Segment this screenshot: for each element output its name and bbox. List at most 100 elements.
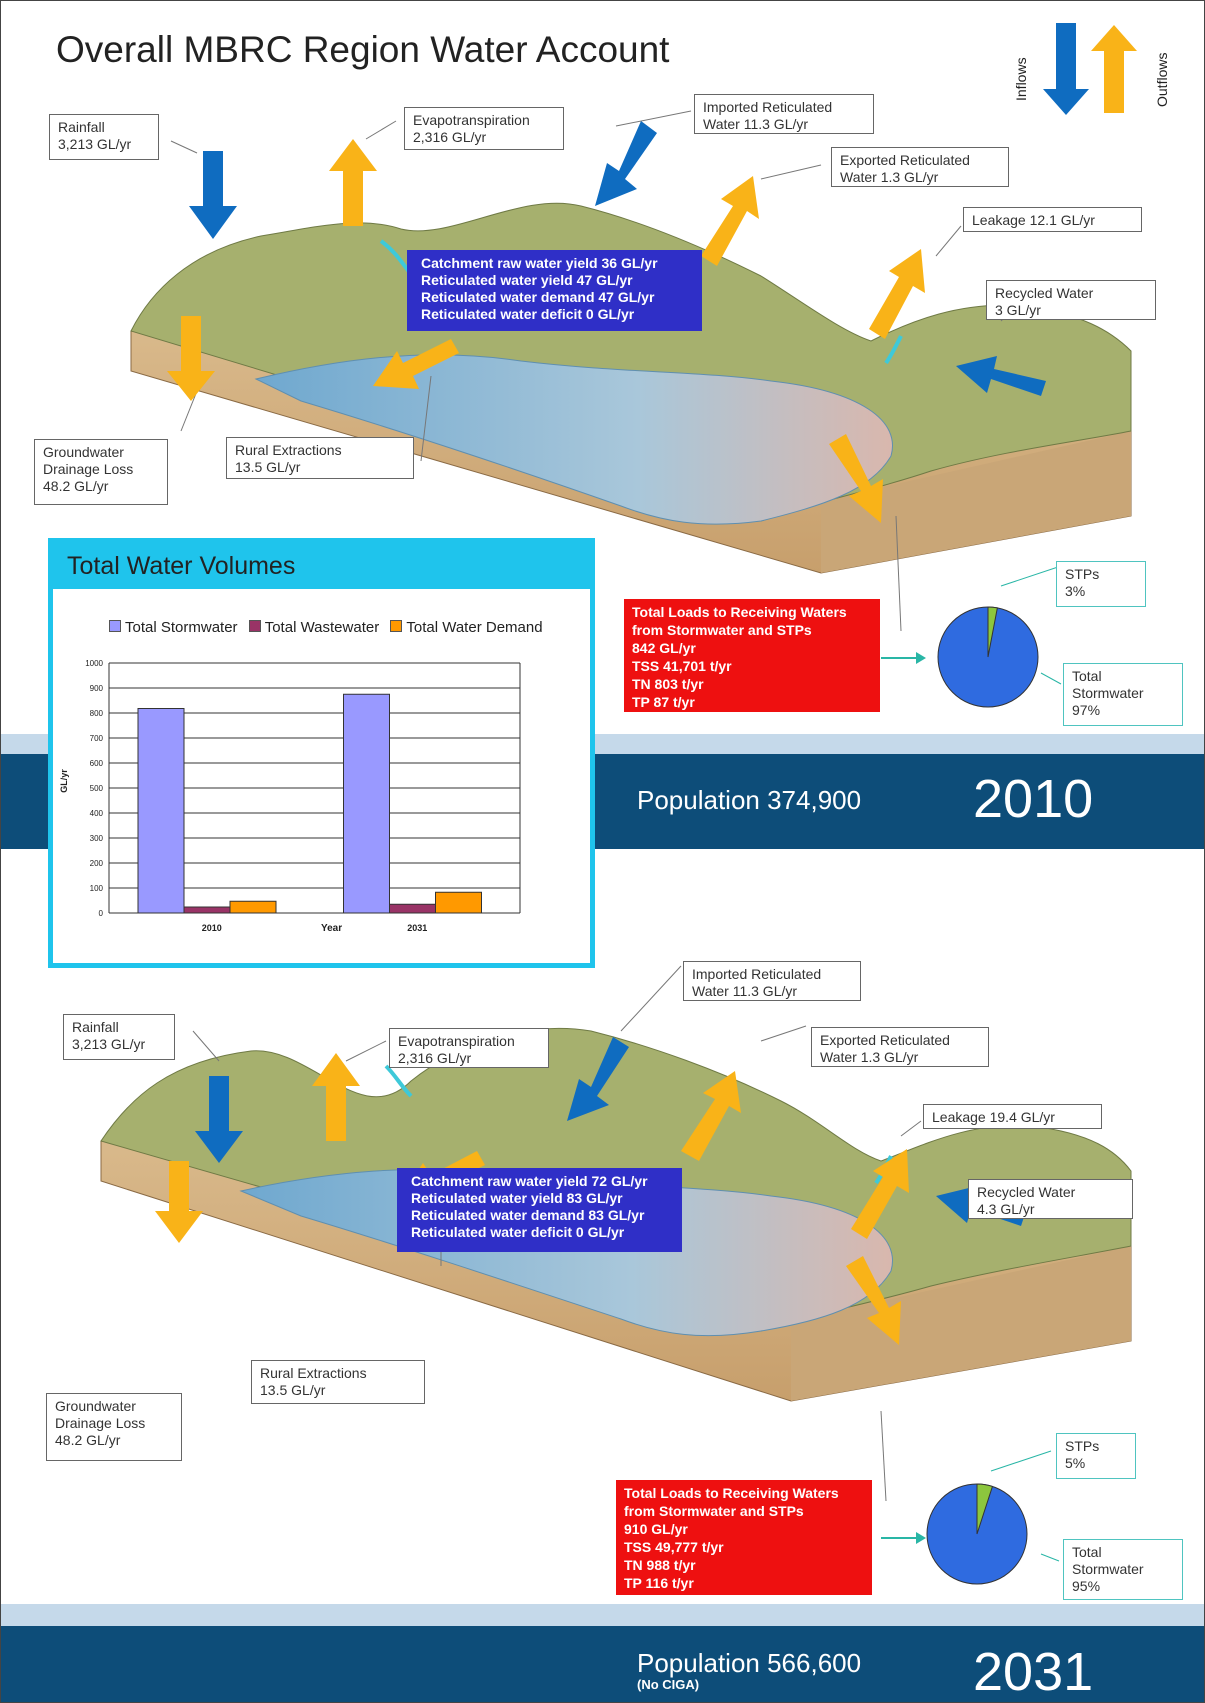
catchment-line: Reticulated water deficit 0 GL/yr — [421, 306, 635, 322]
bar-total-stormwater-2031 — [343, 693, 390, 914]
imported-2031-arrow-icon — [567, 1037, 629, 1121]
rural-extractions-label: Rural Extractions 13.5 GL/yr — [226, 437, 414, 479]
inflow-key-arrow-icon — [1043, 23, 1089, 115]
legend-item-wastewater: Total Wastewater — [264, 619, 380, 636]
evapotranspiration-2010-arrow-icon — [329, 139, 377, 226]
y-tick-label: 900 — [90, 684, 104, 693]
legend-item-stormwater: Total Stormwater — [125, 619, 238, 636]
imported-water-label: Imported Reticulated Water 11.3 GL/yr — [683, 961, 861, 1001]
legend-swatch-wastewater — [248, 620, 261, 632]
pie-stps-label: STPs 5% — [1056, 1433, 1136, 1479]
loads-line: Total Loads to Receiving Waters — [632, 604, 847, 620]
rainfall-label: Rainfall 3,213 GL/yr — [49, 114, 159, 160]
loads-2010-arrow-icon — [829, 434, 883, 523]
loads-line: TP 116 t/yr — [624, 1575, 694, 1591]
loads-2031-arrow-icon — [846, 1256, 901, 1345]
rural-extractions-label: Rural Extractions 13.5 GL/yr — [251, 1360, 425, 1404]
rural-2010-arrow-icon — [373, 339, 459, 389]
recycled-water-label: Recycled Water 3 GL/yr — [986, 280, 1156, 320]
pie-stps-label: STPs 3% — [1056, 561, 1146, 607]
loads-line: 842 GL/yr — [632, 640, 696, 656]
loads-summary-2010: Total Loads to Receiving Waters from Sto… — [624, 599, 880, 712]
pie-stormwater-label: Total Stormwater 95% — [1063, 1539, 1183, 1600]
groundwater-2031-arrow-icon — [155, 1161, 203, 1243]
catchment-summary-2010: Catchment raw water yield 36 GL/yr Retic… — [407, 250, 702, 331]
year-2010: 2010 — [973, 769, 1094, 829]
catchment-line: Reticulated water demand 83 GL/yr — [411, 1207, 645, 1223]
leakage-2010-arrow-icon — [869, 249, 925, 339]
groundwater-loss-label: Groundwater Drainage Loss 48.2 GL/yr — [34, 439, 168, 505]
y-tick-label: 700 — [90, 734, 104, 743]
catchment-line: Reticulated water yield 83 GL/yr — [411, 1190, 623, 1206]
loads-line: TP 87 t/yr — [632, 694, 695, 710]
legend-swatch-demand — [390, 620, 403, 632]
imported-water-label: Imported Reticulated Water 11.3 GL/yr — [694, 94, 874, 134]
y-tick-label: 300 — [90, 834, 104, 843]
leakage-2031-arrow-icon — [851, 1149, 909, 1239]
population-2010: Population 374,900 — [637, 785, 862, 815]
pie-slice-stps — [976, 1483, 994, 1535]
inflows-key-label: Inflows — [1013, 57, 1029, 101]
y-tick-label: 1000 — [85, 659, 103, 668]
x-tick-label: 2010 — [202, 923, 222, 933]
loads-line: from Stormwater and STPs — [624, 1503, 804, 1519]
groundwater-loss-label: Groundwater Drainage Loss 48.2 GL/yr — [46, 1393, 182, 1461]
bar-total-water-demand-2010 — [229, 900, 277, 914]
catchment-summary-2031: Catchment raw water yield 72 GL/yr Retic… — [397, 1168, 682, 1252]
pie-stormwater-label: Total Stormwater 97% — [1063, 663, 1183, 726]
recycled-water-label: Recycled Water 4.3 GL/yr — [968, 1179, 1133, 1219]
evapotranspiration-label: Evapotranspiration 2,316 GL/yr — [389, 1028, 549, 1068]
year-2031: 2031 — [973, 1642, 1094, 1702]
y-tick-label: 0 — [99, 909, 104, 918]
catchment-line: Reticulated water deficit 0 GL/yr — [411, 1224, 625, 1240]
loads-line: Total Loads to Receiving Waters — [624, 1485, 839, 1501]
exported-2010-arrow-icon — [701, 176, 759, 266]
catchment-line: Catchment raw water yield 72 GL/yr — [411, 1173, 648, 1189]
loads-line: TSS 41,701 t/yr — [632, 658, 732, 674]
catchment-line: Reticulated water yield 47 GL/yr — [421, 272, 633, 288]
legend-swatch-stormwater — [109, 620, 121, 632]
flow-key: Inflows Outflows — [1013, 23, 1170, 115]
pie-slice-stps — [987, 606, 998, 658]
chart-xlabel: Year — [321, 923, 343, 934]
catchment-line: Catchment raw water yield 36 GL/yr — [421, 255, 658, 271]
rainfall-2010-arrow-icon — [189, 151, 237, 239]
exported-water-label: Exported Reticulated Water 1.3 GL/yr — [831, 147, 1009, 187]
population-2031-text: Population 566,600 — [637, 1648, 862, 1678]
y-tick-label: 500 — [90, 784, 104, 793]
groundwater-2010-arrow-icon — [167, 316, 215, 401]
chart-panel-title: Total Water Volumes — [53, 543, 590, 589]
bar-total-water-demand-2031 — [435, 891, 482, 914]
total-water-volumes-panel: Total Water Volumes Total Stormwater Tot… — [48, 538, 595, 968]
page-title: Overall MBRC Region Water Account — [56, 29, 670, 70]
loads-pie-2010 — [937, 606, 1039, 708]
bar-total-wastewater-2031 — [389, 903, 436, 914]
loads-pie-2031 — [926, 1483, 1028, 1585]
recycled-2010-arrow-icon — [956, 356, 1046, 396]
population-2031-note: (No CIGA) — [637, 1677, 700, 1692]
bar-chart: 0 100 200 300 400 500 600 700 800 900 1000 2010 2031 — [85, 659, 521, 933]
outflows-key-label: Outflows — [1154, 53, 1170, 107]
imported-2010-arrow-icon — [595, 121, 657, 206]
loads-summary-2031: Total Loads to Receiving Waters from Sto… — [616, 1480, 872, 1595]
chart-legend: Total Stormwater Total Wastewater Total … — [109, 619, 550, 636]
rainfall-2031-arrow-icon — [195, 1076, 243, 1163]
population-band-2031 — [1, 1626, 1204, 1702]
population-2031: Population 566,600 (No CIGA) — [637, 1648, 861, 1692]
y-tick-label: 600 — [90, 759, 104, 768]
legend-item-demand: Total Water Demand — [406, 619, 543, 636]
loads-line: TSS 49,777 t/yr — [624, 1539, 724, 1555]
loads-line: 910 GL/yr — [624, 1521, 688, 1537]
bar-total-wastewater-2010 — [183, 906, 231, 914]
exported-2031-arrow-icon — [681, 1071, 741, 1161]
evapotranspiration-2031-arrow-icon — [312, 1053, 360, 1141]
band-light-2031 — [1, 1604, 1204, 1626]
exported-water-label: Exported Reticulated Water 1.3 GL/yr — [811, 1027, 989, 1067]
outflow-key-arrow-icon — [1091, 25, 1137, 113]
evapotranspiration-label: Evapotranspiration 2,316 GL/yr — [404, 107, 564, 150]
y-tick-label: 800 — [90, 709, 104, 718]
bar-total-stormwater-2010 — [137, 708, 185, 914]
y-tick-label: 200 — [90, 859, 104, 868]
loads-line: TN 988 t/yr — [624, 1557, 696, 1573]
